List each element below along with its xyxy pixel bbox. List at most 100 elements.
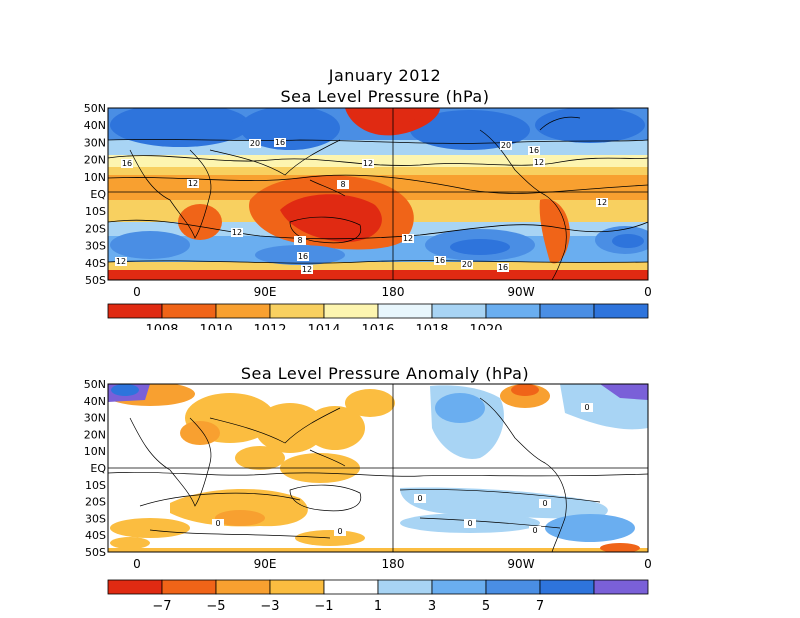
colorbar-label: 1012 <box>253 323 286 330</box>
contour-label-bg <box>362 159 374 168</box>
contour-label: 16 <box>298 252 308 261</box>
colorbar-label: −7 <box>152 599 171 614</box>
colorbar-swatch <box>215 579 271 595</box>
colorbar-label: 1 <box>374 599 382 614</box>
colorbar-swatch <box>593 579 649 595</box>
lon-label: 90W <box>507 557 534 571</box>
contour-label: 0 <box>337 527 342 536</box>
contour-label-bg <box>581 403 593 412</box>
lat-label: 10N <box>84 445 106 458</box>
contour-label: 16 <box>435 256 445 265</box>
lat-label: 50S <box>85 546 106 559</box>
lat-label: 50N <box>84 102 106 115</box>
contour-label: 0 <box>417 494 422 503</box>
colorbar-label: 5 <box>482 599 490 614</box>
colorbar-label: −3 <box>260 599 279 614</box>
colorbar-swatch <box>377 303 433 319</box>
colorbar-swatch <box>431 579 487 595</box>
colorbar-label: 3 <box>428 599 436 614</box>
colorbar-swatch <box>161 303 217 319</box>
anomaly-colorbar <box>107 579 649 595</box>
contour-label-bg <box>414 494 426 503</box>
lat-label: 20S <box>85 222 106 235</box>
lat-label: 30S <box>85 512 106 525</box>
contour-label: 0 <box>215 519 220 528</box>
bottom-map-title: Sea Level Pressure Anomaly (hPa) <box>240 364 530 383</box>
slp-colorbar <box>107 303 649 319</box>
lat-label: 30N <box>84 412 106 425</box>
contour-label: 12 <box>597 198 607 207</box>
contour-label-bg <box>187 179 199 188</box>
lat-label: EQ <box>90 188 106 201</box>
contour-label-bg <box>464 519 476 528</box>
top-map-subtitle: Sea Level Pressure (hPa) <box>280 87 490 106</box>
contour-label: 12 <box>302 265 312 274</box>
contour-label: 12 <box>188 179 198 188</box>
contour-label-bg <box>434 256 446 265</box>
contour-label-bg <box>297 252 309 261</box>
contour-label: 12 <box>363 159 373 168</box>
contour-label-bg <box>533 158 545 167</box>
contour-label: 0 <box>542 499 547 508</box>
coastlines <box>129 116 581 280</box>
lat-label: EQ <box>90 462 106 475</box>
contour-label: 12 <box>116 257 126 266</box>
lon-label: 90W <box>507 285 534 299</box>
lat-label: 40S <box>85 529 106 542</box>
contour-label-bg <box>334 527 346 536</box>
lat-label: 10N <box>84 171 106 184</box>
lat-label: 30N <box>84 136 106 149</box>
contour-label: 0 <box>467 519 472 528</box>
colorbar-label: 1020 <box>469 323 502 330</box>
lat-label: 20N <box>84 428 106 441</box>
colorbar-swatch <box>215 303 271 319</box>
colorbar-swatch <box>539 303 595 319</box>
contour-label-bg <box>121 159 133 168</box>
colorbar-swatch <box>485 303 541 319</box>
lon-label: 0 <box>644 557 652 571</box>
colorbar-label: −1 <box>314 599 333 614</box>
contour-label-bg <box>528 146 540 155</box>
colorbar-label: 7 <box>536 599 544 614</box>
contour-label-bg <box>529 526 541 535</box>
contour-label-bg <box>497 263 509 272</box>
contour-label-bg <box>212 519 224 528</box>
contour-label: 12 <box>232 228 242 237</box>
contour-label: 0 <box>532 526 537 535</box>
colorbar-label: 1018 <box>415 323 448 330</box>
anomaly-coastlines <box>129 397 567 552</box>
colorbar-label: 1014 <box>307 323 340 330</box>
lon-label: 180 <box>382 557 405 571</box>
contour-label-bg <box>301 265 313 274</box>
colorbar-label: 1010 <box>199 323 232 330</box>
colorbar-swatch <box>323 303 379 319</box>
contour-label-bg <box>461 260 473 269</box>
contour-label: 8 <box>297 236 302 245</box>
lon-label: 90E <box>254 285 277 299</box>
contour-label: 16 <box>498 263 508 272</box>
colorbar-swatch <box>161 579 217 595</box>
colorbar-swatch <box>269 579 325 595</box>
lon-label: 0 <box>133 285 141 299</box>
lat-label: 50S <box>85 274 106 287</box>
colorbar-label: −5 <box>206 599 225 614</box>
contour-label: 16 <box>122 159 132 168</box>
lat-label: 10S <box>85 205 106 218</box>
contour-label-bg <box>596 198 608 207</box>
lat-label: 10S <box>85 479 106 492</box>
colorbar-swatch <box>107 579 163 595</box>
colorbar-label: 1008 <box>145 323 178 330</box>
colorbar-swatch <box>107 303 163 319</box>
slp-anomaly-map-panel: 50N 40N 30N 20N 10N EQ 10S 20S 30S 40S 50S 0 90E 180… <box>84 378 652 614</box>
colorbar-swatch <box>431 303 487 319</box>
lon-label: 180 <box>382 285 405 299</box>
contour-label: 0 <box>584 403 589 412</box>
anomaly-field <box>108 384 648 552</box>
slp-field <box>108 108 648 280</box>
contour-label: 8 <box>340 180 345 189</box>
contour-label: 20 <box>462 260 472 269</box>
lat-label: 40S <box>85 257 106 270</box>
contour-label-bg <box>231 228 243 237</box>
colorbar-swatch <box>539 579 595 595</box>
contour-label-bg <box>337 180 349 189</box>
